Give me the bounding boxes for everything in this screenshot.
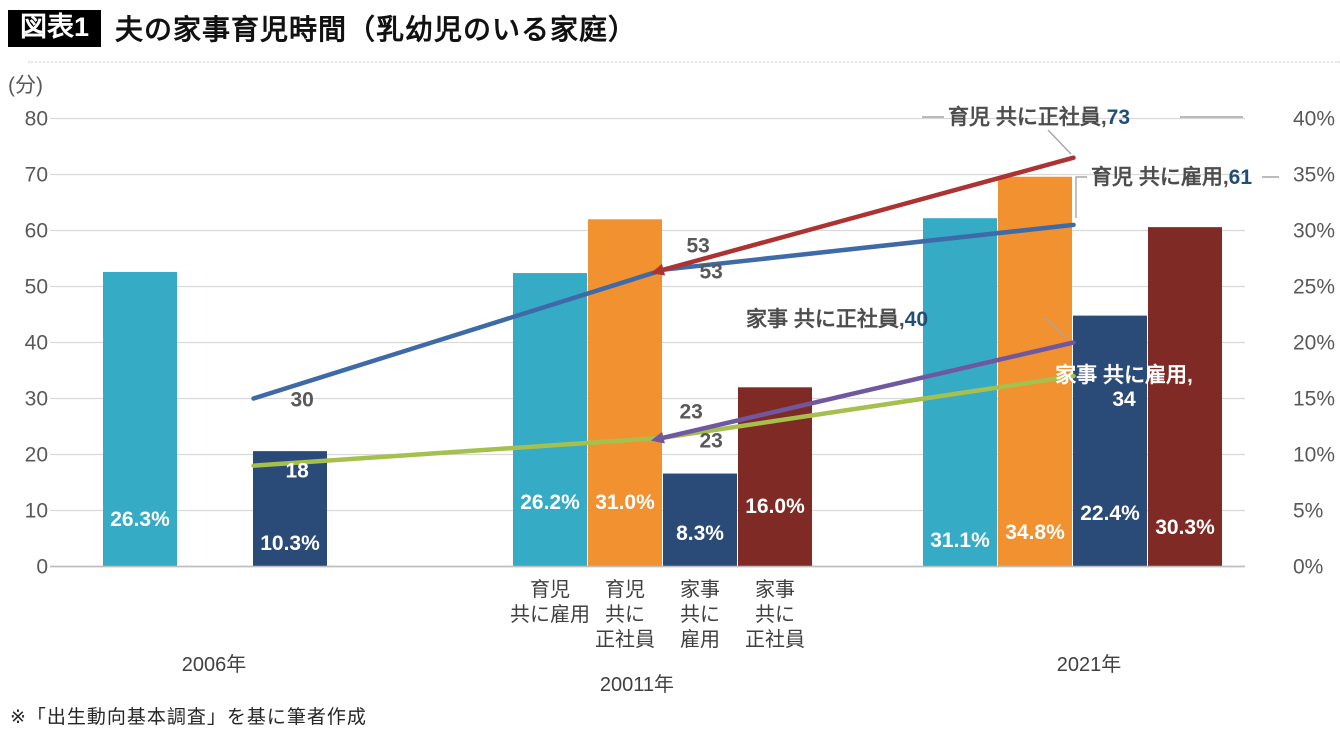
category-label: 共に <box>755 603 795 626</box>
category-label: 正社員 <box>745 628 805 651</box>
right-axis-tick: 0% <box>1293 556 1323 579</box>
chart-header: 図表1 夫の家事育児時間（乳幼児のいる家庭） <box>8 8 637 48</box>
bar <box>663 473 737 567</box>
category-label: 育児 <box>530 578 570 601</box>
left-axis-tick: 70 <box>25 164 48 187</box>
bar-value-label: 8.3% <box>676 522 724 545</box>
line-start-arrow-icon <box>650 263 666 276</box>
annotation-leader-line <box>1047 129 1072 155</box>
source-footnote: ※「出生動向基本調査」を基に筆者作成 <box>10 707 367 728</box>
bar <box>738 387 812 567</box>
right-axis-tick: 10% <box>1293 444 1335 467</box>
right-axis-tick: 30% <box>1293 220 1335 243</box>
left-axis-tick: 60 <box>25 220 48 243</box>
line-start-arrow-icon <box>650 431 665 444</box>
category-label: 正社員 <box>595 628 655 651</box>
category-label: 家事 <box>680 578 720 601</box>
bar-value-label: 26.3% <box>110 508 170 531</box>
left-axis-tick: 30 <box>25 388 48 411</box>
year-label: 2021年 <box>1057 653 1122 676</box>
decorative-dotted-rule <box>28 61 1340 63</box>
year-label: 2006年 <box>182 653 247 676</box>
line-end-annotation: 育児 共に正社員,73 <box>948 105 1130 129</box>
bar <box>1073 315 1147 567</box>
right-axis-tick: 35% <box>1293 164 1335 187</box>
line-series <box>661 340 1076 440</box>
left-axis-tick: 80 <box>25 108 48 131</box>
left-axis-tick: 0 <box>36 556 48 579</box>
bar <box>253 451 327 567</box>
right-axis-tick: 25% <box>1293 276 1335 299</box>
left-axis-tick: 10 <box>25 500 48 523</box>
left-axis-tick: 40 <box>25 332 48 355</box>
bar-value-label: 26.2% <box>520 491 580 514</box>
bar <box>1148 227 1222 567</box>
line-point-label: 23 <box>680 401 703 424</box>
bar-value-label: 16.0% <box>745 495 805 518</box>
right-axis-tick: 15% <box>1293 388 1335 411</box>
annotation-leader-line <box>1043 316 1068 339</box>
page-title: 夫の家事育児時間（乳幼児のいる家庭） <box>115 14 638 45</box>
bar-value-label: 10.3% <box>260 532 320 555</box>
line-series <box>661 155 1076 272</box>
left-axis-tick: 20 <box>25 444 48 467</box>
year-label: 20011年 <box>600 673 674 696</box>
line-point-label: 18 <box>286 460 310 483</box>
bar <box>103 271 177 567</box>
line-point-label: 30 <box>291 389 314 412</box>
left-axis-unit-label: (分) <box>8 74 43 97</box>
right-axis-tick: 20% <box>1293 332 1335 355</box>
figure-badge: 図表1 <box>8 9 102 47</box>
line-point-label: 23 <box>700 430 723 453</box>
bar <box>513 273 587 567</box>
right-axis-tick: 5% <box>1293 500 1323 523</box>
category-label: 共に <box>680 603 720 626</box>
bar-value-label: 31.1% <box>930 529 990 552</box>
category-label: 共に <box>605 603 645 626</box>
annotation-leader-line <box>1075 176 1087 218</box>
line-point-label: 53 <box>687 235 710 258</box>
right-axis-tick: 40% <box>1293 108 1335 131</box>
category-label: 家事 <box>755 578 795 601</box>
category-label: 雇用 <box>680 628 720 651</box>
line-point-label: 53 <box>700 261 723 284</box>
category-label: 育児 <box>605 578 645 601</box>
bar-value-label: 30.3% <box>1155 516 1215 539</box>
line-end-annotation: 家事 共に正社員,40 <box>746 307 928 331</box>
bar-value-label: 31.0% <box>595 491 655 514</box>
line-end-annotation: 育児 共に雇用,61 <box>1091 165 1252 189</box>
category-label: 共に雇用 <box>510 603 590 626</box>
bar <box>588 219 662 567</box>
line-end-annotation: 家事 共に雇用, <box>1055 363 1193 387</box>
line-end-annotation: 34 <box>1112 388 1136 411</box>
bar-value-label: 34.8% <box>1005 521 1065 544</box>
left-axis-tick: 50 <box>25 276 48 299</box>
bar <box>998 176 1072 567</box>
bar-value-label: 22.4% <box>1080 502 1140 525</box>
